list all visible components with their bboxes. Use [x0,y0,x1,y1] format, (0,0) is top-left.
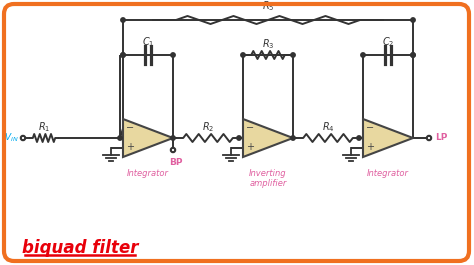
Text: $C_1$: $C_1$ [142,35,154,49]
Text: Integrator: Integrator [367,169,409,178]
Polygon shape [363,119,413,157]
Circle shape [427,136,431,140]
Circle shape [357,136,361,140]
Text: $R_4$: $R_4$ [322,120,334,134]
Circle shape [291,53,295,57]
Text: $R_5$: $R_5$ [262,0,274,13]
Circle shape [411,53,415,57]
Polygon shape [123,119,173,157]
Circle shape [171,148,175,152]
Text: −: − [126,123,134,134]
Text: $C_2$: $C_2$ [382,35,394,49]
Circle shape [118,136,122,140]
Circle shape [237,136,241,140]
Text: $R_3$: $R_3$ [262,37,274,51]
Text: +: + [126,143,134,152]
Circle shape [171,136,175,140]
Circle shape [21,136,25,140]
Text: −: − [246,123,254,134]
Text: $V_{IN}$: $V_{IN}$ [4,132,19,144]
Circle shape [121,18,125,22]
Text: BP: BP [169,158,183,167]
Text: biquad filter: biquad filter [22,239,138,257]
Text: $R_1$: $R_1$ [38,120,50,134]
Text: $R_2$: $R_2$ [202,120,214,134]
Circle shape [361,53,365,57]
Text: Integrator: Integrator [127,169,169,178]
Text: +: + [246,143,254,152]
Circle shape [411,18,415,22]
Circle shape [121,53,125,57]
Circle shape [291,136,295,140]
Circle shape [121,53,125,57]
Polygon shape [243,119,293,157]
Text: Inverting
amplifier: Inverting amplifier [249,169,287,188]
Text: +: + [366,143,374,152]
Circle shape [171,53,175,57]
Circle shape [241,53,245,57]
Text: LP: LP [435,134,447,143]
Circle shape [411,53,415,57]
Text: −: − [366,123,374,134]
